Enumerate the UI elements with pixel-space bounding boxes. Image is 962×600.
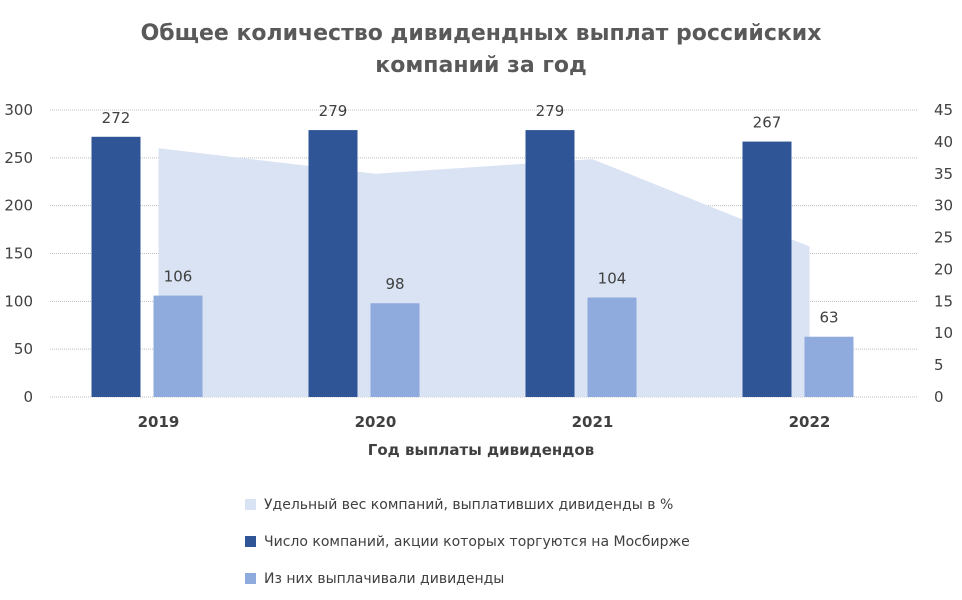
legend-label-paid: Из них выплачивали дивиденды	[264, 570, 505, 587]
bar-total	[308, 130, 358, 397]
legend-swatch-paid	[245, 573, 256, 584]
x-tick-label: 2020	[355, 413, 397, 430]
data-label: 106	[164, 268, 193, 286]
data-label: 63	[819, 309, 838, 327]
chart-title-line-2: компаний за год	[375, 53, 587, 78]
y-tick-label: 50	[14, 340, 33, 358]
chart-title: Общее количество дивидендных выплат росс…	[0, 18, 962, 82]
y2-tick-label: 45	[934, 101, 953, 119]
data-label: 279	[319, 102, 348, 120]
y2-tick-label: 25	[934, 229, 953, 247]
legend-item-paid: Из них выплачивали дивиденды	[245, 560, 690, 597]
chart-legend: Удельный вес компаний, выплативших дивид…	[245, 486, 690, 597]
x-tick-label: 2022	[789, 413, 831, 430]
y-tick-label: 0	[23, 388, 33, 406]
bar-total	[525, 130, 575, 397]
data-label: 272	[102, 109, 131, 127]
area-series-share	[158, 148, 810, 397]
y-tick-label: 250	[4, 149, 33, 167]
x-axis-title: Год выплаты дивидендов	[367, 441, 595, 459]
y2-tick-label: 10	[934, 324, 953, 342]
y2-tick-label: 35	[934, 165, 953, 183]
bar-paid	[804, 336, 854, 397]
bar-paid	[370, 303, 420, 397]
x-tick-label: 2021	[572, 413, 614, 430]
legend-swatch-share	[245, 499, 256, 510]
legend-label-share: Удельный вес компаний, выплативших дивид…	[264, 496, 674, 513]
legend-label-total: Число компаний, акции которых торгуются …	[264, 533, 690, 550]
legend-item-share: Удельный вес компаний, выплативших дивид…	[245, 486, 690, 523]
y-tick-label: 300	[4, 101, 33, 119]
data-label: 104	[598, 270, 627, 288]
y2-tick-label: 20	[934, 260, 953, 278]
y2-tick-label: 5	[934, 356, 944, 374]
bar-total	[742, 141, 792, 397]
x-tick-label: 2019	[138, 413, 180, 430]
y-tick-label: 150	[4, 245, 33, 263]
y2-tick-label: 15	[934, 292, 953, 310]
legend-swatch-total	[245, 536, 256, 547]
chart-title-line-1: Общее количество дивидендных выплат росс…	[140, 21, 822, 46]
y2-tick-label: 40	[934, 133, 953, 151]
bar-paid	[587, 297, 637, 397]
y2-tick-label: 30	[934, 197, 953, 215]
data-label: 98	[385, 275, 404, 293]
legend-item-total: Число компаний, акции которых торгуются …	[245, 523, 690, 560]
data-label: 267	[753, 114, 782, 132]
y-tick-label: 200	[4, 197, 33, 215]
y-tick-label: 100	[4, 292, 33, 310]
bar-paid	[153, 295, 203, 397]
data-label: 279	[536, 102, 565, 120]
y2-tick-label: 0	[934, 388, 944, 406]
bar-total	[91, 136, 141, 397]
